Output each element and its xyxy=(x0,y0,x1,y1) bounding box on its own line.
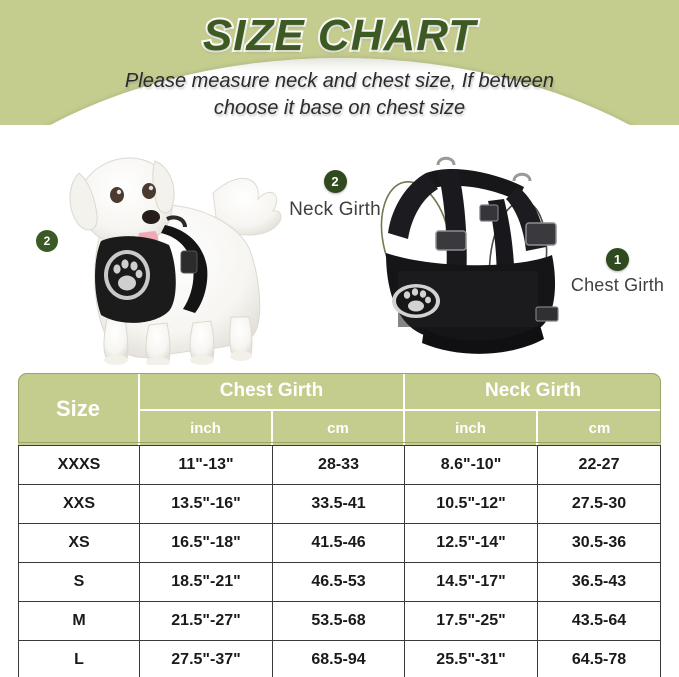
callout-chest-badge: 1 xyxy=(606,248,629,271)
table-header-row-groups: Size Chest Girth Neck Girth xyxy=(18,373,662,445)
column-header-chest-inch: inch xyxy=(140,411,273,445)
column-group-chest-girth: Chest Girth xyxy=(140,373,406,411)
cell-size: XXS xyxy=(18,484,140,523)
callout-neck-label: Neck Girth xyxy=(289,199,381,220)
size-table-head: Size Chest Girth Neck Girth inch cm inch… xyxy=(18,373,662,445)
cell-neck-inch: 10.5"-12" xyxy=(405,484,539,523)
table-header-row-units: inch cm inch cm xyxy=(18,411,662,445)
cell-chest-inch: 11"-13" xyxy=(140,445,273,484)
cell-neck-inch: 14.5"-17" xyxy=(405,562,539,601)
column-header-neck-inch: inch xyxy=(405,411,539,445)
size-table: Size Chest Girth Neck Girth inch cm inch… xyxy=(18,373,662,677)
cell-neck-inch: 25.5"-31" xyxy=(405,640,539,677)
table-row: XS 16.5"-18" 41.5-46 12.5"-14" 30.5-36 xyxy=(18,523,662,562)
cell-size: M xyxy=(18,601,140,640)
cell-size: XS xyxy=(18,523,140,562)
subtitle-line-2: choose it base on chest size xyxy=(213,97,466,119)
cell-chest-inch: 13.5"-16" xyxy=(140,484,273,523)
cell-neck-cm: 36.5-43 xyxy=(538,562,662,601)
cell-neck-cm: 30.5-36 xyxy=(538,523,662,562)
table-row: XXS 13.5"-16" 33.5-41 10.5"-12" 27.5-30 xyxy=(18,484,662,523)
cell-size: XXXS xyxy=(18,445,140,484)
cell-neck-cm: 43.5-64 xyxy=(538,601,662,640)
cell-size: L xyxy=(18,640,140,677)
cell-size: S xyxy=(18,562,140,601)
column-header-chest-cm: cm xyxy=(273,411,406,445)
size-table-container: Size Chest Girth Neck Girth inch cm inch… xyxy=(18,373,662,677)
cell-chest-cm: 41.5-46 xyxy=(273,523,406,562)
cell-chest-inch: 18.5"-21" xyxy=(140,562,273,601)
column-header-neck-cm: cm xyxy=(538,411,662,445)
callout-neck-girth: 2 Neck Girth xyxy=(255,170,415,221)
cell-chest-cm: 46.5-53 xyxy=(273,562,406,601)
table-row: S 18.5"-21" 46.5-53 14.5"-17" 36.5-43 xyxy=(18,562,662,601)
harness-neck-badge: 2 xyxy=(36,230,58,252)
table-row: M 21.5"-27" 53.5-68 17.5"-25" 43.5-64 xyxy=(18,601,662,640)
harness-photo xyxy=(368,143,590,363)
cell-chest-cm: 53.5-68 xyxy=(273,601,406,640)
cell-neck-cm: 27.5-30 xyxy=(538,484,662,523)
column-header-size: Size xyxy=(18,373,140,445)
cell-chest-inch: 21.5"-27" xyxy=(140,601,273,640)
callout-neck-badge: 2 xyxy=(323,170,347,193)
dog-photo xyxy=(45,133,295,365)
cell-neck-cm: 64.5-78 xyxy=(538,640,662,677)
header-banner xyxy=(0,0,679,125)
table-row: XXXS 11"-13" 28-33 8.6"-10" 22-27 xyxy=(18,445,662,484)
size-table-body: XXXS 11"-13" 28-33 8.6"-10" 22-27 XXS 13… xyxy=(18,445,662,677)
cell-chest-cm: 28-33 xyxy=(273,445,406,484)
page-subtitle: Please measure neck and chest size, If b… xyxy=(0,68,679,122)
cell-neck-cm: 22-27 xyxy=(538,445,662,484)
cell-chest-cm: 68.5-94 xyxy=(273,640,406,677)
cell-chest-cm: 33.5-41 xyxy=(273,484,406,523)
cell-chest-inch: 16.5"-18" xyxy=(140,523,273,562)
callout-chest-girth: 1 Chest Girth xyxy=(556,248,679,296)
table-row: L 27.5"-37" 68.5-94 25.5"-31" 64.5-78 xyxy=(18,640,662,677)
subtitle-line-1: Please measure neck and chest size, If b… xyxy=(124,70,555,92)
page-title: SIZE CHART xyxy=(201,9,477,62)
callout-chest-label: Chest Girth xyxy=(570,275,665,295)
cell-neck-inch: 12.5"-14" xyxy=(405,523,539,562)
cell-chest-inch: 27.5"-37" xyxy=(140,640,273,677)
cell-neck-inch: 17.5"-25" xyxy=(405,601,539,640)
product-image-area: 2 xyxy=(0,125,679,370)
column-group-neck-girth: Neck Girth xyxy=(405,373,662,411)
cell-neck-inch: 8.6"-10" xyxy=(405,445,539,484)
